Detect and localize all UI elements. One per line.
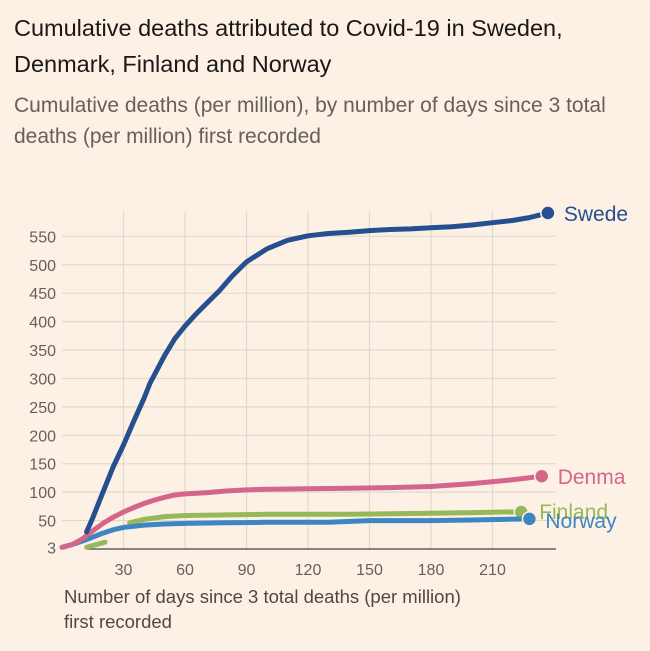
series-line-denma	[59, 473, 545, 550]
series-label-finland: Finland	[539, 501, 608, 524]
y-tick-label: 400	[29, 315, 56, 332]
series-label-denma: Denma	[558, 466, 626, 489]
series-label-norway: Norway	[545, 510, 617, 533]
y-tick-label: 550	[29, 229, 56, 246]
x-tick-label: 180	[418, 562, 445, 579]
y-tick-label: 500	[29, 258, 56, 275]
y-tick-label: 250	[29, 400, 56, 417]
x-tick-label: 60	[176, 562, 194, 579]
x-axis-label: Number of days since 3 total deaths (per…	[64, 586, 461, 632]
x-tick-label: 120	[295, 562, 322, 579]
y-tick-label: 350	[29, 343, 56, 360]
x-tick-label: 210	[479, 562, 506, 579]
series-end-dot-denma	[533, 468, 550, 484]
y-tick-label: 450	[29, 286, 56, 303]
series-line-swede	[84, 210, 551, 535]
series-line-norway	[59, 516, 532, 550]
y-tick-label: 200	[29, 428, 56, 445]
x-tick-label: 90	[238, 562, 256, 579]
series-line-finland	[84, 539, 108, 550]
series-end-dot-swede	[540, 205, 556, 221]
series-line-finland	[127, 509, 524, 526]
series-lines	[59, 205, 556, 550]
gridlines	[62, 212, 556, 549]
chart-title: Cumulative deaths attributed to Covid-19…	[14, 15, 563, 77]
y-tick-label: 3	[47, 540, 56, 557]
x-tick-label: 150	[356, 562, 383, 579]
y-tick-label: 100	[29, 485, 56, 502]
y-tick-label: 300	[29, 371, 56, 388]
series-end-dot-norway	[521, 511, 538, 527]
chart-subtitle: Cumulative deaths (per million), by numb…	[14, 94, 606, 148]
x-tick-label: 30	[115, 562, 133, 579]
series-label-swede: Swede	[564, 203, 628, 226]
y-tick-label: 50	[38, 514, 56, 531]
y-tick-label: 150	[29, 457, 56, 474]
